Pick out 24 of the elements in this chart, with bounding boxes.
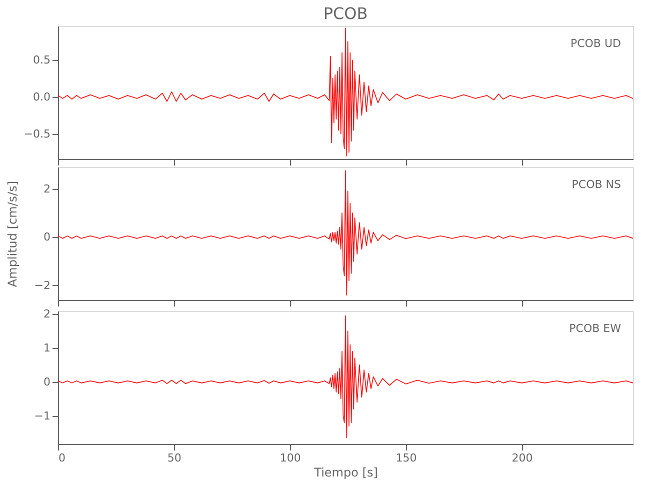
y-tick-label: 0 bbox=[44, 375, 50, 388]
y-tick-label: 2 bbox=[44, 182, 50, 196]
y-tick-label: 0.5 bbox=[33, 53, 50, 66]
y-tick-label: 2 bbox=[44, 308, 50, 321]
y-tick-label: 0 bbox=[44, 230, 50, 244]
y-tick-label: −0.5 bbox=[24, 127, 50, 140]
line-series bbox=[58, 315, 633, 438]
annotation: PCOB UD bbox=[570, 37, 621, 50]
x-tick-label: 200 bbox=[512, 452, 533, 464]
y-tick-label: 1 bbox=[44, 341, 50, 354]
x-tick-label: 50 bbox=[167, 452, 182, 464]
y-tick-label: 0.0 bbox=[33, 90, 50, 104]
y-tick-label: −2 bbox=[34, 278, 50, 292]
x-tick-label: 0 bbox=[58, 452, 66, 464]
x-tick-label: 150 bbox=[396, 452, 417, 464]
x-tick-label: 100 bbox=[280, 452, 301, 464]
line-series bbox=[58, 28, 633, 156]
x-axis-title: Tiempo [s] bbox=[313, 466, 378, 480]
annotation: PCOB EW bbox=[569, 322, 622, 335]
y-axis-title: Amplitud [cm/s/s] bbox=[6, 180, 20, 288]
chart-title: PCOB bbox=[323, 4, 368, 23]
annotation: PCOB NS bbox=[572, 178, 622, 191]
y-tick-label: −1 bbox=[34, 409, 50, 422]
line-series bbox=[58, 170, 633, 296]
